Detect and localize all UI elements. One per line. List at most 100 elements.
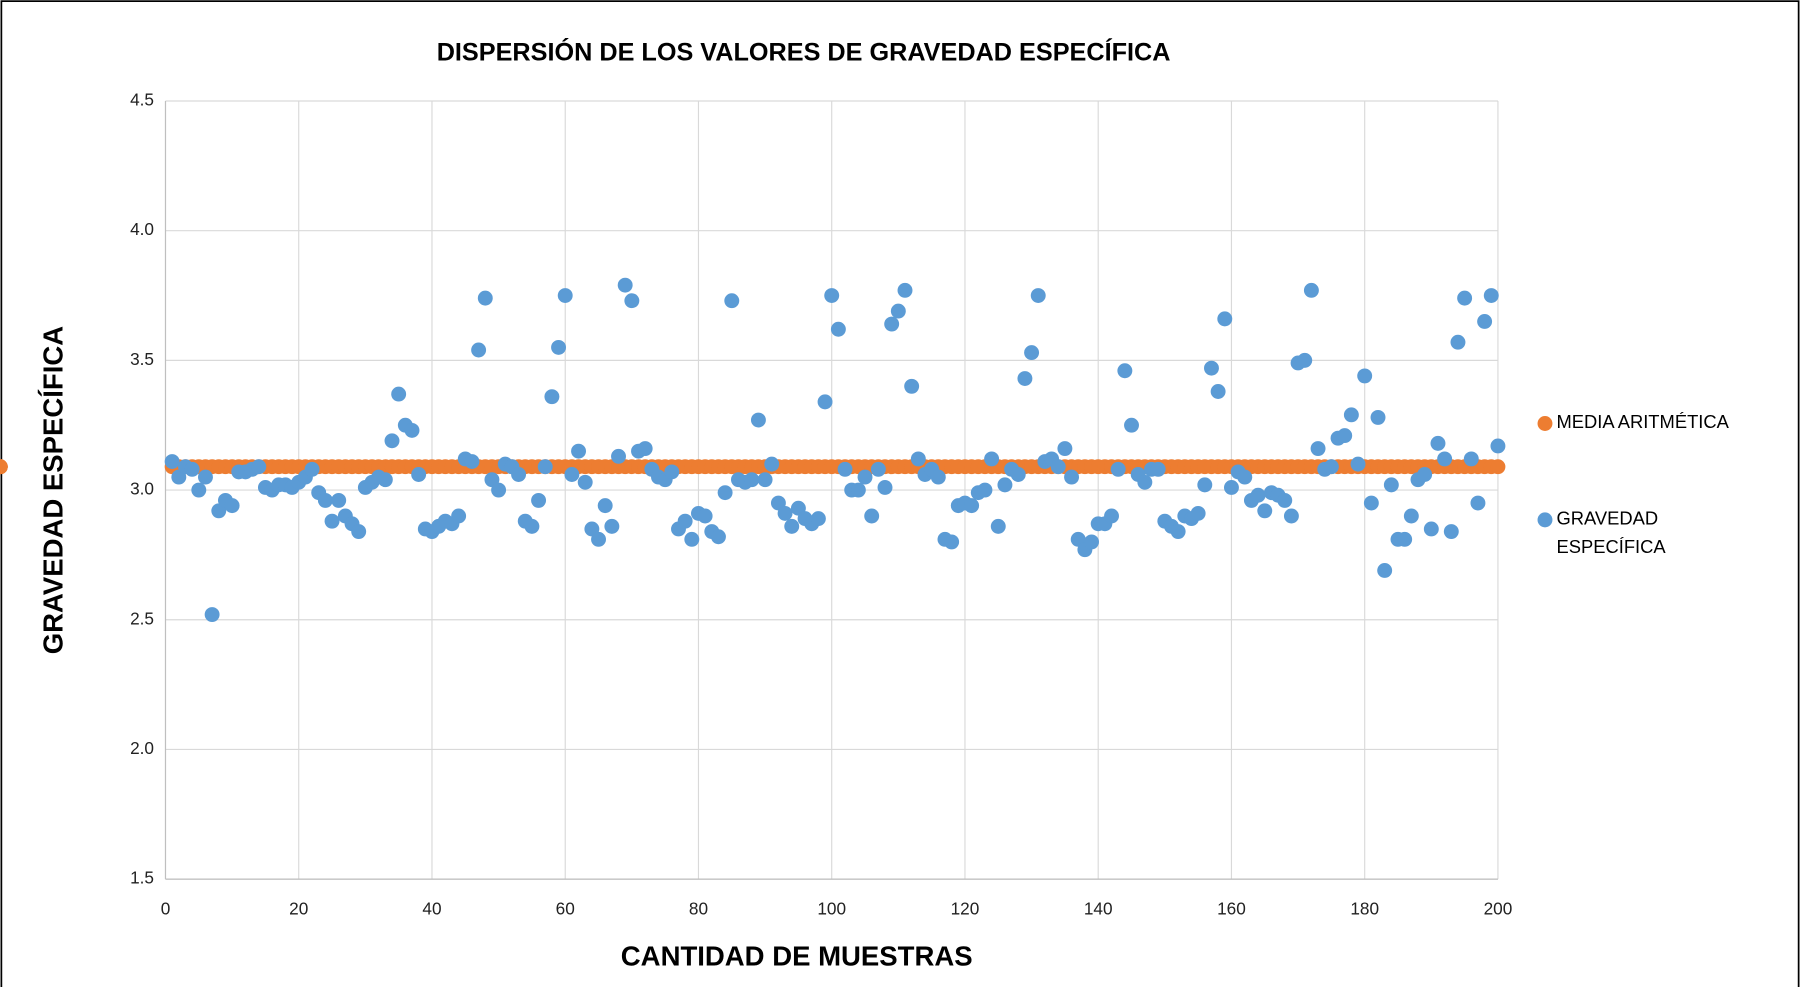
data-point xyxy=(664,464,680,480)
data-point xyxy=(1323,459,1339,475)
data-point xyxy=(1303,282,1319,298)
data-point xyxy=(191,482,207,498)
data-point xyxy=(198,469,213,485)
data-point xyxy=(1283,508,1299,524)
chart-title: DISPERSIÓN DE LOS VALORES DE GRAVEDAD ES… xyxy=(437,37,1171,67)
data-point xyxy=(524,518,540,534)
data-point xyxy=(1117,363,1133,379)
data-point xyxy=(1377,563,1393,578)
data-point xyxy=(890,303,906,319)
data-point xyxy=(724,293,740,309)
x-axis-label: CANTIDAD DE MUESTRAS xyxy=(621,941,973,972)
data-point xyxy=(391,386,407,402)
legend-entry: GRAVEDAD ESPECÍFICA xyxy=(1556,509,1666,558)
data-point xyxy=(1310,441,1326,457)
y-tick-label: 3.0 xyxy=(130,479,154,499)
x-tick-label: 160 xyxy=(1217,899,1246,919)
data-point xyxy=(1363,495,1379,511)
data-point xyxy=(377,472,393,488)
data-point xyxy=(1050,459,1066,475)
data-point xyxy=(324,513,340,529)
data-point xyxy=(1423,521,1439,537)
data-point xyxy=(1370,409,1386,425)
data-point xyxy=(251,459,267,475)
legend-label: GRAVEDAD ESPECÍFICA xyxy=(1556,509,1666,558)
data-point xyxy=(591,531,606,547)
data-point xyxy=(1337,428,1353,444)
y-axis-label: GRAVEDAD ESPECÍFICA xyxy=(38,326,69,654)
data-point xyxy=(930,469,946,485)
data-point xyxy=(1443,524,1459,540)
legend-marker xyxy=(1537,512,1553,528)
data-point xyxy=(1217,311,1233,327)
data-point xyxy=(910,451,926,467)
data-point xyxy=(810,511,826,527)
data-point xyxy=(571,443,587,459)
data-point xyxy=(1463,451,1479,467)
y-tick-label: 4.5 xyxy=(130,90,154,110)
data-point xyxy=(857,469,873,485)
data-point xyxy=(824,288,840,303)
data-point xyxy=(817,394,833,410)
x-tick-label: 200 xyxy=(1484,899,1513,919)
data-point xyxy=(557,288,573,303)
x-tick-label: 140 xyxy=(1084,899,1113,919)
data-point xyxy=(1190,505,1206,521)
data-point xyxy=(884,316,900,332)
data-point xyxy=(750,412,766,428)
data-point xyxy=(764,456,780,472)
data-point xyxy=(710,529,726,545)
data-point xyxy=(697,508,713,524)
data-point xyxy=(717,485,733,501)
data-point xyxy=(1343,407,1359,423)
data-point xyxy=(597,498,613,514)
data-point xyxy=(837,461,853,477)
data-point xyxy=(0,459,8,475)
y-tick-label: 4.0 xyxy=(130,219,154,239)
data-point xyxy=(897,282,913,298)
data-point xyxy=(537,459,553,475)
data-point xyxy=(870,461,886,477)
data-point xyxy=(1197,477,1213,493)
x-tick-label: 0 xyxy=(161,899,171,919)
data-point xyxy=(1490,459,1506,475)
data-point xyxy=(684,531,700,547)
data-point xyxy=(1137,474,1153,490)
data-point xyxy=(784,518,800,534)
x-tick-label: 120 xyxy=(951,899,980,919)
legend-marker xyxy=(1537,416,1553,431)
data-point xyxy=(997,477,1013,493)
data-point xyxy=(604,518,620,534)
y-tick-label: 1.5 xyxy=(130,868,154,888)
data-point xyxy=(164,454,180,469)
data-point xyxy=(1450,334,1466,350)
data-point xyxy=(1150,461,1166,477)
data-point xyxy=(464,454,480,469)
data-point xyxy=(531,492,547,508)
data-point xyxy=(990,518,1006,534)
data-point xyxy=(744,472,760,488)
data-point xyxy=(1477,314,1493,329)
data-point xyxy=(1104,508,1119,524)
data-point xyxy=(624,293,640,309)
data-point xyxy=(1350,456,1366,472)
data-point xyxy=(964,498,980,514)
data-point xyxy=(977,482,993,498)
data-point xyxy=(404,422,420,438)
y-tick-label: 3.5 xyxy=(130,349,154,369)
data-point xyxy=(1383,477,1399,493)
y-tick-label: 2.0 xyxy=(130,738,154,758)
data-point xyxy=(1030,288,1046,303)
data-point xyxy=(850,482,866,498)
data-point xyxy=(1010,467,1026,482)
data-point xyxy=(1490,438,1506,454)
data-point xyxy=(1437,451,1453,467)
data-point xyxy=(1417,467,1433,482)
x-tick-label: 100 xyxy=(817,899,846,919)
x-tick-label: 40 xyxy=(422,899,441,919)
y-tick-label: 2.5 xyxy=(130,608,154,628)
data-point xyxy=(1057,441,1073,457)
legend-label: MEDIA ARITMÉTICA xyxy=(1556,413,1729,433)
data-point xyxy=(184,461,200,477)
